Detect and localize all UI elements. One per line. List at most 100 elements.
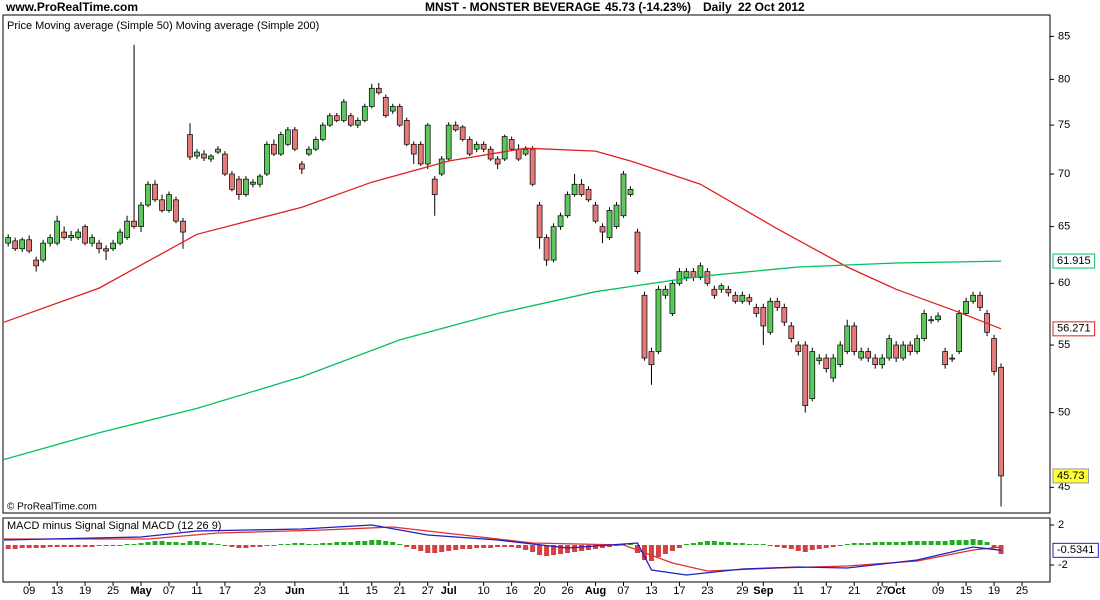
candle-body xyxy=(312,139,319,150)
histogram-bar xyxy=(19,545,25,548)
histogram-bar xyxy=(110,545,116,546)
x-tick-label: 11 xyxy=(338,585,349,597)
candle-body xyxy=(159,199,165,211)
histogram-bar xyxy=(879,542,885,545)
y-tick-label: 50 xyxy=(1058,407,1070,419)
x-tick-label: 23 xyxy=(254,585,266,597)
candle-body xyxy=(201,153,207,159)
last-value-box xyxy=(1052,321,1096,337)
candle-body xyxy=(865,351,872,359)
candle-body xyxy=(89,237,95,244)
histogram-bar xyxy=(970,539,976,545)
histogram-bar xyxy=(523,545,529,550)
histogram-bar xyxy=(411,545,417,549)
histogram-bar xyxy=(600,545,606,548)
candle-body xyxy=(54,220,60,244)
candle-body xyxy=(326,115,333,126)
candle-body xyxy=(620,173,627,217)
candle-body xyxy=(236,178,242,195)
histogram-bar xyxy=(851,543,857,545)
x-tick-label: 17 xyxy=(219,585,231,597)
histogram-bar xyxy=(152,541,158,545)
histogram-bar xyxy=(82,545,88,547)
candle-body xyxy=(19,239,26,250)
histogram-bar xyxy=(928,541,934,545)
histogram-bar xyxy=(593,545,599,549)
candle-body xyxy=(704,271,711,284)
candle-body xyxy=(830,357,837,379)
candle-body xyxy=(928,319,934,322)
histogram-bar xyxy=(334,542,340,545)
x-tick-label: 15 xyxy=(366,585,378,597)
histogram-bar xyxy=(446,545,452,551)
candle-body xyxy=(774,300,781,308)
histogram-bar xyxy=(613,545,619,546)
histogram-bar xyxy=(348,542,354,545)
histogram-bar xyxy=(355,541,361,545)
candle-body xyxy=(872,357,879,365)
x-tick-label: 07 xyxy=(617,585,629,597)
histogram-bar xyxy=(732,543,738,545)
histogram-bar xyxy=(858,543,864,545)
histogram-bar xyxy=(963,540,969,545)
x-tick-label: 25 xyxy=(107,585,119,597)
histogram-bar xyxy=(131,544,137,545)
candle-body xyxy=(173,199,179,222)
candle-body xyxy=(382,96,389,117)
candle-body xyxy=(75,231,81,238)
candle-body xyxy=(152,183,158,201)
histogram-bar xyxy=(61,545,67,547)
candle-body xyxy=(837,344,844,365)
histogram-bar xyxy=(418,545,424,551)
candle-body xyxy=(529,148,536,185)
candle-body xyxy=(243,178,249,195)
histogram-bar xyxy=(488,545,494,548)
legend-entry: Signal xyxy=(108,520,139,532)
candle-body xyxy=(396,106,403,126)
candle-body xyxy=(229,173,235,190)
histogram-bar xyxy=(516,545,522,548)
candle-body xyxy=(886,338,893,359)
histogram-bar xyxy=(984,542,990,545)
histogram-bar xyxy=(124,544,130,545)
histogram-bar xyxy=(502,545,508,547)
candle-body xyxy=(795,344,802,352)
symbol-title: MNST - MONSTER BEVERAGE xyxy=(425,0,600,14)
histogram-bar xyxy=(774,545,780,547)
candle-body xyxy=(417,143,424,165)
candle-body xyxy=(809,351,816,399)
candle-body xyxy=(522,148,529,155)
candle-body xyxy=(299,163,305,170)
histogram-bar xyxy=(376,540,382,545)
candle-body xyxy=(823,357,830,369)
histogram-bar xyxy=(54,545,60,547)
date: 22 Oct 2012 xyxy=(738,0,805,14)
candle-body xyxy=(550,226,557,261)
candle-body xyxy=(117,231,123,244)
histogram-bar xyxy=(509,545,515,547)
histogram-bar xyxy=(648,545,654,561)
candle-body xyxy=(935,315,941,321)
histogram-bar xyxy=(292,543,298,545)
histogram-bar xyxy=(5,545,11,549)
histogram-bar xyxy=(795,545,801,551)
histogram-bar xyxy=(180,543,186,545)
candle-body xyxy=(851,325,858,352)
x-tick-label: 09 xyxy=(23,585,35,597)
candle-body xyxy=(662,288,669,296)
x-tick-label: 27 xyxy=(876,585,888,597)
candle-body xyxy=(557,215,564,227)
histogram-bar xyxy=(68,545,74,547)
histogram-bar xyxy=(551,545,557,555)
candle-body xyxy=(271,143,277,155)
histogram-bar xyxy=(767,545,773,546)
x-tick-label: 25 xyxy=(1016,585,1028,597)
histogram-bar xyxy=(753,544,759,545)
x-tick-label: 27 xyxy=(422,585,434,597)
candle-body xyxy=(613,204,620,227)
candle-body xyxy=(26,239,33,252)
histogram-bar xyxy=(250,545,256,547)
legend-entry: Moving average (Simple 50) xyxy=(35,20,173,32)
histogram-bar xyxy=(222,545,228,546)
histogram-bar xyxy=(362,541,368,545)
